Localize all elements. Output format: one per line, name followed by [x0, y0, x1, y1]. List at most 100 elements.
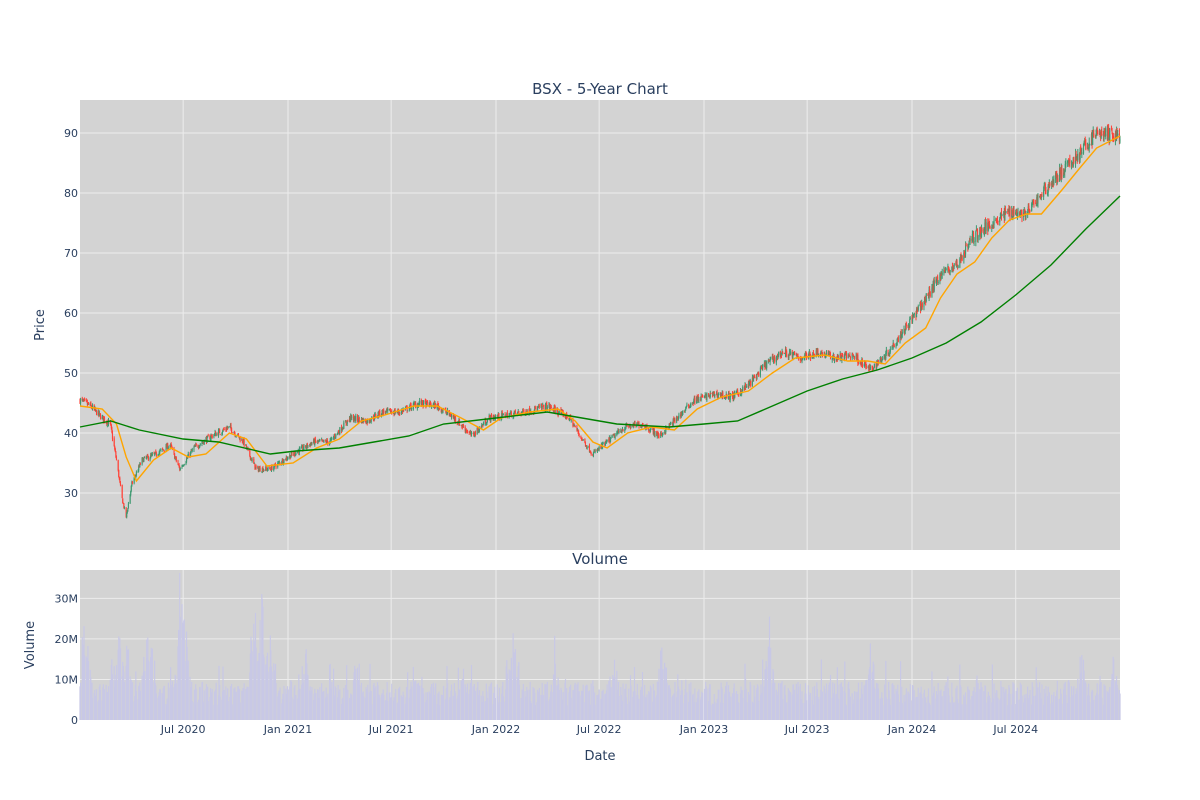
- volume-subplot-title: Volume: [572, 550, 628, 568]
- candle-body: [593, 451, 595, 453]
- candle-body: [915, 313, 917, 318]
- candle-body: [193, 445, 196, 447]
- candle-body: [997, 221, 999, 222]
- candle-body: [250, 458, 252, 460]
- candle-body: [1065, 162, 1067, 165]
- candle-body: [1004, 210, 1007, 212]
- candle-body: [513, 411, 515, 414]
- candle-body: [254, 466, 257, 470]
- candle-body: [203, 441, 205, 445]
- candle-body: [701, 395, 703, 397]
- candle-body: [409, 403, 412, 405]
- candle-body: [322, 440, 324, 441]
- volume-bar: [909, 684, 911, 720]
- candle-body: [817, 350, 819, 357]
- candle-body: [617, 430, 620, 433]
- candle-body: [266, 468, 268, 471]
- candle-body: [957, 266, 959, 268]
- candle-body: [474, 431, 476, 437]
- candle-body: [178, 465, 180, 468]
- candle-body: [138, 465, 140, 471]
- volume-bar: [933, 686, 935, 720]
- candle-body: [512, 416, 514, 418]
- candle-body: [578, 434, 580, 436]
- candle-body: [705, 394, 707, 396]
- candle-body: [142, 458, 144, 463]
- volume-bar: [1021, 695, 1023, 720]
- volume-bar: [923, 689, 926, 720]
- candle-body: [1076, 156, 1078, 158]
- candle-body: [782, 352, 784, 353]
- volume-bar: [103, 689, 106, 720]
- candle-body: [197, 446, 200, 448]
- volume-bar: [263, 657, 265, 720]
- candle-body: [971, 238, 973, 241]
- candle-body: [131, 481, 133, 484]
- volume-bar: [195, 688, 197, 720]
- candle-body: [893, 345, 895, 347]
- candle-body: [929, 291, 931, 297]
- candle-body: [588, 446, 590, 448]
- candle-body: [1073, 157, 1075, 163]
- candle-body: [690, 402, 692, 407]
- candle-body: [992, 225, 995, 227]
- candle-body: [209, 436, 211, 440]
- candle-body: [586, 447, 588, 449]
- candle-body: [568, 418, 571, 421]
- candle-body: [1092, 135, 1094, 145]
- candle-body: [342, 428, 344, 430]
- candle-body: [884, 355, 886, 357]
- candle-body: [740, 389, 742, 394]
- candle-body: [646, 425, 648, 429]
- candle-body: [1015, 212, 1017, 215]
- candle-body: [700, 395, 702, 401]
- candle-body: [413, 403, 416, 404]
- volume-bar: [431, 684, 433, 720]
- candle-body: [301, 445, 303, 447]
- volume-bar: [937, 683, 939, 720]
- candle-body: [801, 359, 803, 362]
- candle-body: [728, 392, 730, 394]
- candle-body: [305, 447, 307, 448]
- candle-body: [318, 441, 320, 442]
- volume-bar: [331, 681, 333, 720]
- candle-body: [868, 366, 870, 369]
- candle-body: [867, 367, 869, 368]
- long-moving-average-line: [79, 195, 1121, 455]
- candle-body: [774, 357, 776, 362]
- candle-body: [269, 468, 271, 470]
- candle-body: [1110, 129, 1113, 130]
- candle-body: [289, 455, 291, 458]
- candle-body: [205, 438, 207, 441]
- candle-body: [85, 399, 87, 401]
- candle-body: [119, 478, 121, 482]
- candle-body: [999, 218, 1001, 223]
- candle-body: [143, 458, 145, 462]
- volume-bar: [706, 688, 708, 720]
- candle-body: [341, 429, 343, 431]
- candle-body: [421, 400, 423, 405]
- candle-body: [233, 432, 235, 434]
- candle-body: [383, 410, 385, 413]
- candle-body: [239, 437, 241, 441]
- candle-body: [1039, 196, 1041, 197]
- candle-body: [367, 419, 369, 423]
- candle-body: [187, 453, 189, 457]
- candle-body: [111, 432, 114, 439]
- candle-body: [444, 408, 446, 410]
- candle-body: [1012, 210, 1014, 216]
- candle-body: [521, 412, 523, 414]
- candle-body: [616, 432, 618, 434]
- candle-body: [1063, 172, 1065, 176]
- candle-body: [704, 394, 706, 397]
- candle-body: [746, 386, 748, 388]
- candle-body: [644, 426, 646, 428]
- candle-body: [649, 429, 651, 432]
- volume-bar: [820, 659, 822, 720]
- candle-body: [110, 424, 112, 429]
- candle-body: [722, 392, 724, 399]
- volume-bar: [666, 682, 668, 720]
- volume-bar: [419, 685, 421, 720]
- candle-body: [131, 481, 133, 486]
- candle-body: [337, 432, 339, 435]
